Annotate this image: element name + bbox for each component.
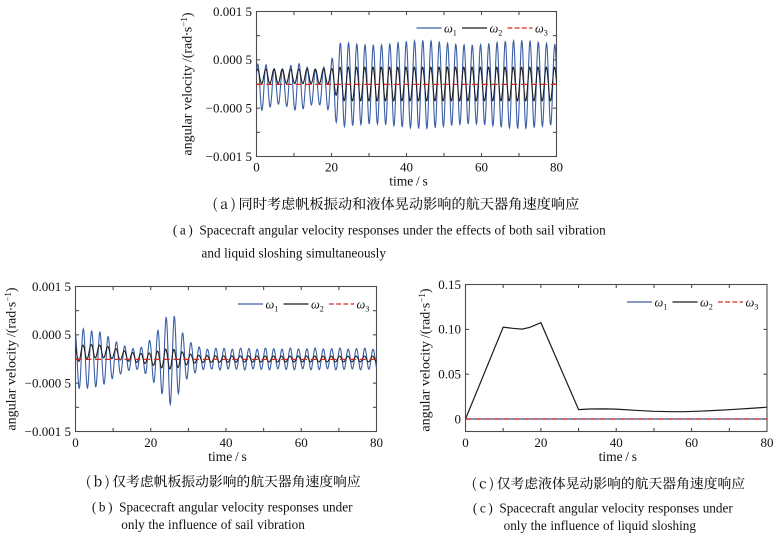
svg-text:20: 20 — [144, 435, 157, 450]
svg-text:0.10: 0.10 — [438, 322, 461, 337]
svg-text:−0.001 5: −0.001 5 — [206, 149, 252, 164]
svg-text:only the influence of sail vib: only the influence of sail vibration — [121, 517, 305, 532]
svg-text:0: 0 — [462, 435, 469, 450]
svg-text:60: 60 — [295, 435, 308, 450]
svg-text:0.000 5: 0.000 5 — [32, 327, 71, 342]
svg-text:0: 0 — [72, 435, 79, 450]
svg-text:0.001 5: 0.001 5 — [213, 4, 252, 19]
svg-text:and liquid sloshing simultaneo: and liquid sloshing simultaneously — [202, 245, 387, 260]
svg-text:0.15: 0.15 — [438, 277, 461, 292]
svg-text:0.000 5: 0.000 5 — [213, 52, 252, 67]
svg-text:−0.000 5: −0.000 5 — [25, 376, 71, 391]
svg-text:time / s: time / s — [599, 449, 637, 464]
svg-text:80: 80 — [761, 435, 774, 450]
svg-text:0: 0 — [455, 411, 462, 426]
svg-text:( c ) Spacecraft angular veloc: ( c ) Spacecraft angular velocity respon… — [473, 500, 733, 515]
svg-text:60: 60 — [475, 159, 488, 174]
svg-text:80: 80 — [370, 435, 383, 450]
svg-text:0: 0 — [253, 159, 260, 174]
svg-text:0.001 5: 0.001 5 — [32, 279, 71, 294]
svg-text:40: 40 — [220, 435, 233, 450]
svg-text:only the influence of liquid s: only the influence of liquid sloshing — [504, 518, 697, 533]
svg-text:40: 40 — [610, 435, 623, 450]
svg-text:angular velocity /(rad∙s−1): angular velocity /(rad∙s−1) — [3, 287, 19, 430]
svg-text:20: 20 — [534, 435, 547, 450]
svg-text:80: 80 — [550, 159, 563, 174]
svg-text:−0.001 5: −0.001 5 — [25, 424, 71, 439]
svg-text:( b ) Spacecraft angular veloc: ( b ) Spacecraft angular velocity respon… — [92, 499, 353, 514]
svg-text:time / s: time / s — [208, 449, 246, 464]
svg-text:0.05: 0.05 — [438, 367, 461, 382]
svg-text:−0.000 5: −0.000 5 — [206, 101, 252, 116]
svg-text:angular velocity /(rad∙s−1): angular velocity /(rad∙s−1) — [179, 12, 195, 155]
svg-text:60: 60 — [685, 435, 698, 450]
svg-text:angular velocity /(rad∙s−1): angular velocity /(rad∙s−1) — [417, 288, 433, 431]
svg-text:time / s: time / s — [389, 174, 427, 189]
svg-text:40: 40 — [400, 159, 413, 174]
svg-text:20: 20 — [325, 159, 338, 174]
svg-text:( a ) Spacecraft angular veloc: ( a ) Spacecraft angular velocity respon… — [173, 223, 606, 238]
